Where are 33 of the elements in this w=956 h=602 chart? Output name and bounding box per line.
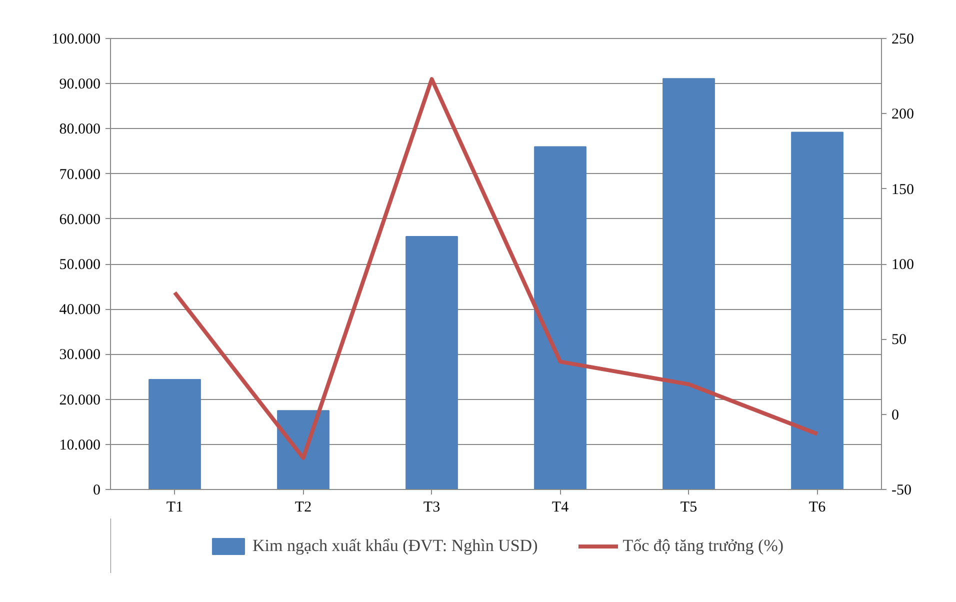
x-tick-label: T5: [680, 500, 698, 516]
y-tick-label: 90.000: [59, 76, 100, 93]
y2-tick-label: 50: [892, 332, 906, 348]
y2-tick-label: 250: [892, 32, 914, 48]
y-tick-label: 10.000: [59, 437, 100, 454]
x-tick-label: T1: [166, 500, 184, 516]
y-tick-label: 20.000: [59, 392, 100, 408]
y2-tick-label: 0: [892, 407, 899, 424]
y2-tick-label: 150: [892, 182, 914, 198]
bar: [662, 78, 715, 490]
legend-label: Tốc độ tăng trưởng (%): [622, 536, 784, 556]
bar: [534, 146, 586, 490]
legend-label: Kim ngạch xuất khẩu (ĐVT: Nghìn USD): [252, 536, 538, 556]
x-tick-label: T3: [423, 500, 440, 516]
y-tick-label: 40.000: [59, 302, 100, 318]
y-tick-label: 60.000: [59, 212, 100, 228]
bar: [148, 378, 201, 490]
y2-tick-label: 100: [892, 257, 914, 273]
y2-tick-label: 200: [892, 106, 914, 123]
y-tick-label: 30.000: [59, 347, 100, 364]
bar: [791, 132, 844, 490]
bar: [277, 410, 330, 490]
y-tick-label: 50.000: [59, 257, 100, 273]
bar: [406, 236, 458, 490]
x-tick-label: T4: [552, 500, 570, 516]
x-tick-label: T2: [294, 500, 312, 516]
y-tick-label: 100.000: [52, 32, 100, 48]
y-tick-label: 70.000: [59, 166, 100, 183]
line-series: [172, 77, 820, 460]
x-tick-label: T6: [808, 500, 826, 516]
y-tick-label: 0: [93, 482, 100, 498]
y2-tick-label: -50: [892, 482, 912, 498]
y-tick-label: 80.000: [59, 122, 100, 138]
